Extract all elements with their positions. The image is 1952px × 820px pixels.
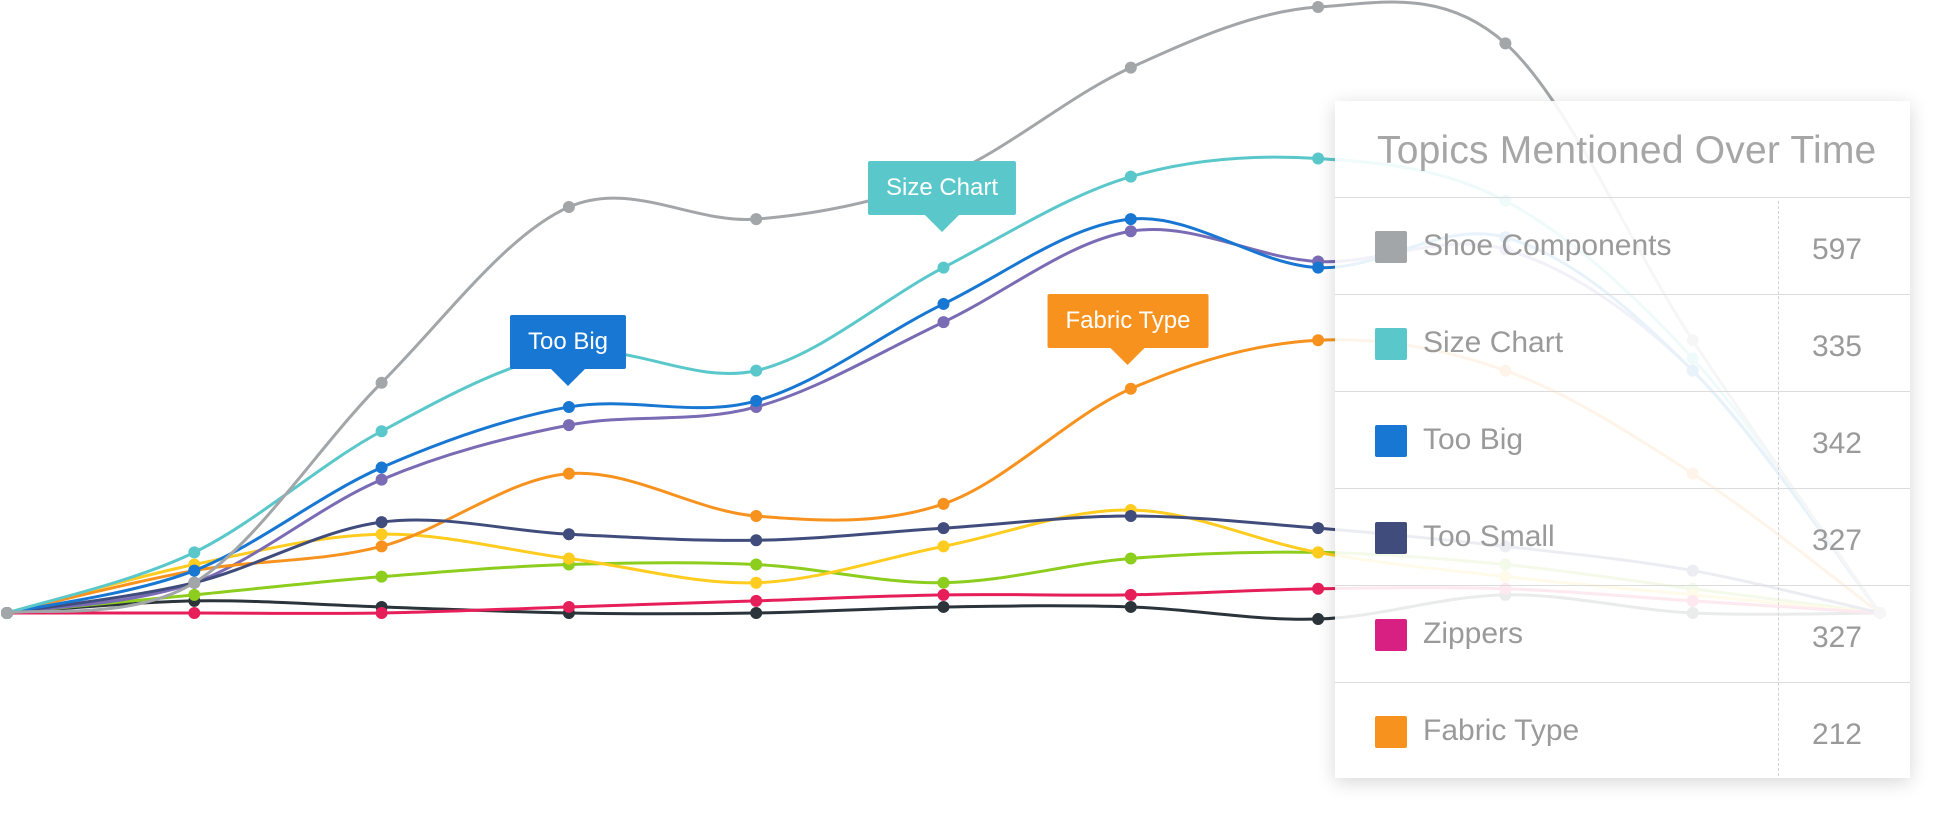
legend-item-count: 327 [1811,524,1862,557]
legend-item-label: Shoe Components [1423,229,1672,262]
legend-item-label: Too Big [1423,423,1524,456]
data-point [937,316,950,329]
legend-item-label: Size Chart [1423,326,1564,359]
legend-panel: Topics Mentioned Over Time Shoe Componen… [1335,101,1910,778]
data-point [375,376,388,389]
data-point [562,552,575,565]
data-point [750,576,763,589]
data-point [375,425,388,438]
data-point [562,200,575,213]
legend-swatch [1375,231,1407,263]
legend-item-fabric-type[interactable]: Fabric Type 212 [1335,683,1910,779]
data-point [750,510,763,523]
legend-item-zippers[interactable]: Zippers 327 [1335,586,1910,683]
data-point [1,607,13,619]
data-point [1312,546,1325,559]
data-point [937,576,950,589]
data-point [1312,334,1325,347]
legend-item-count: 597 [1811,233,1862,266]
data-point [188,546,201,559]
legend-item-shoe-components[interactable]: Shoe Components 597 [1335,198,1910,295]
data-point [562,528,575,541]
data-point [188,588,201,601]
callout-size-chart: Size Chart [867,161,1017,232]
data-point [188,607,201,619]
data-point [750,534,763,547]
data-point [1499,37,1512,50]
data-point [562,400,575,413]
data-point [1124,588,1137,601]
data-point [1124,213,1137,226]
legend-item-label: Zippers [1423,617,1524,650]
legend-item-count: 327 [1811,621,1862,654]
data-point [750,364,763,377]
data-point [375,473,388,486]
data-point [1312,261,1325,274]
legend-swatch [1375,328,1407,360]
legend-item-too-small[interactable]: Too Small 327 [1335,489,1910,586]
data-point [375,461,388,474]
data-point [937,261,950,274]
legend-item-count: 212 [1811,718,1862,751]
data-point [1312,582,1325,595]
data-point [1124,600,1137,613]
legend-swatch [1375,619,1407,651]
data-point [1312,1,1325,13]
legend-swatch [1375,425,1407,457]
data-point [188,576,201,589]
data-point [1124,225,1137,238]
data-point [1124,510,1137,523]
data-point [1124,552,1137,565]
data-point [375,516,388,529]
data-point [1124,170,1137,183]
data-point [750,213,763,226]
callout-fabric-type: Fabric Type [1047,294,1209,365]
data-point [375,528,388,541]
legend-item-count: 342 [1811,427,1862,460]
legend-item-count: 335 [1811,330,1862,363]
data-point [562,467,575,480]
legend-swatch [1375,522,1407,554]
data-point [1312,613,1325,626]
data-point [562,600,575,613]
data-point [1312,152,1325,165]
legend-item-too-big[interactable]: Too Big 342 [1335,392,1910,489]
data-point [750,558,763,571]
data-point [750,394,763,407]
data-point [937,540,950,553]
legend-item-label: Fabric Type [1423,714,1580,747]
data-point [937,522,950,535]
data-point [1312,522,1325,535]
data-point [375,607,388,619]
legend-item-label: Too Small [1423,520,1555,553]
data-point [937,497,950,510]
data-point [750,607,763,619]
data-point [375,540,388,553]
data-point [937,588,950,601]
data-point [750,594,763,607]
data-point [1124,382,1137,395]
data-point [188,564,201,577]
legend-item-size-chart[interactable]: Size Chart 335 [1335,295,1910,392]
data-point [1124,61,1137,74]
data-point [562,419,575,432]
legend-swatch [1375,716,1407,748]
data-point [937,297,950,310]
data-point [937,600,950,613]
callout-too-big: Too Big [509,315,627,386]
data-point [375,570,388,583]
legend-title: Topics Mentioned Over Time [1335,101,1910,198]
